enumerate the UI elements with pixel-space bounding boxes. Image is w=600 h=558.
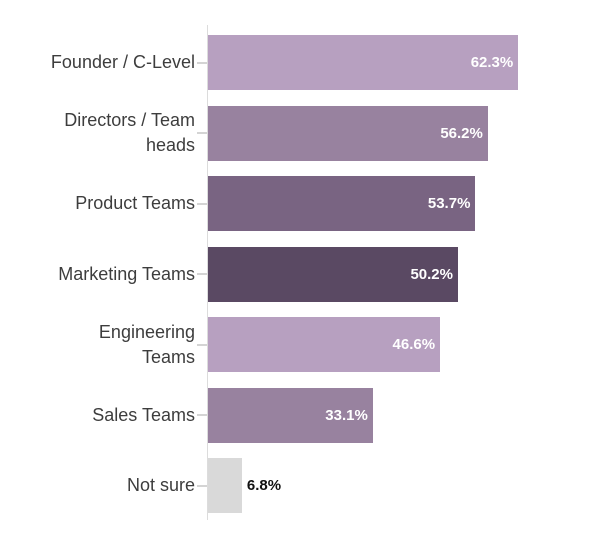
bar-6 xyxy=(208,458,242,513)
bar-3 xyxy=(208,246,458,302)
category-label: Sales Teams xyxy=(92,404,195,425)
axis-tick xyxy=(197,273,207,275)
category-label: Marketing Teams xyxy=(58,263,195,284)
value-label: 50.2% xyxy=(410,265,453,283)
axis-tick xyxy=(197,414,207,416)
value-label: 62.3% xyxy=(470,54,514,71)
bar-1 xyxy=(208,105,488,161)
category-label: Product Teams xyxy=(75,193,195,213)
value-label: 53.7% xyxy=(427,195,471,212)
bar-2 xyxy=(208,176,476,231)
category-label: Directors / Team heads xyxy=(64,110,195,155)
y-axis-line xyxy=(207,25,208,520)
category-label: Engineering Teams xyxy=(98,321,195,367)
value-label: 46.6% xyxy=(392,336,436,353)
axis-tick xyxy=(197,484,207,487)
axis-tick xyxy=(197,132,207,134)
value-label: 56.2% xyxy=(440,124,483,142)
value-label: 6.8% xyxy=(246,477,282,494)
axis-tick xyxy=(197,61,207,64)
bar-4 xyxy=(208,317,441,372)
category-label: Founder / C-Level xyxy=(50,52,195,72)
axis-tick xyxy=(197,343,207,346)
value-label: 33.1% xyxy=(325,406,368,424)
bar-0 xyxy=(208,35,519,90)
bar-5 xyxy=(208,387,373,443)
category-label: Not sure xyxy=(126,475,195,495)
axis-tick xyxy=(197,202,207,205)
